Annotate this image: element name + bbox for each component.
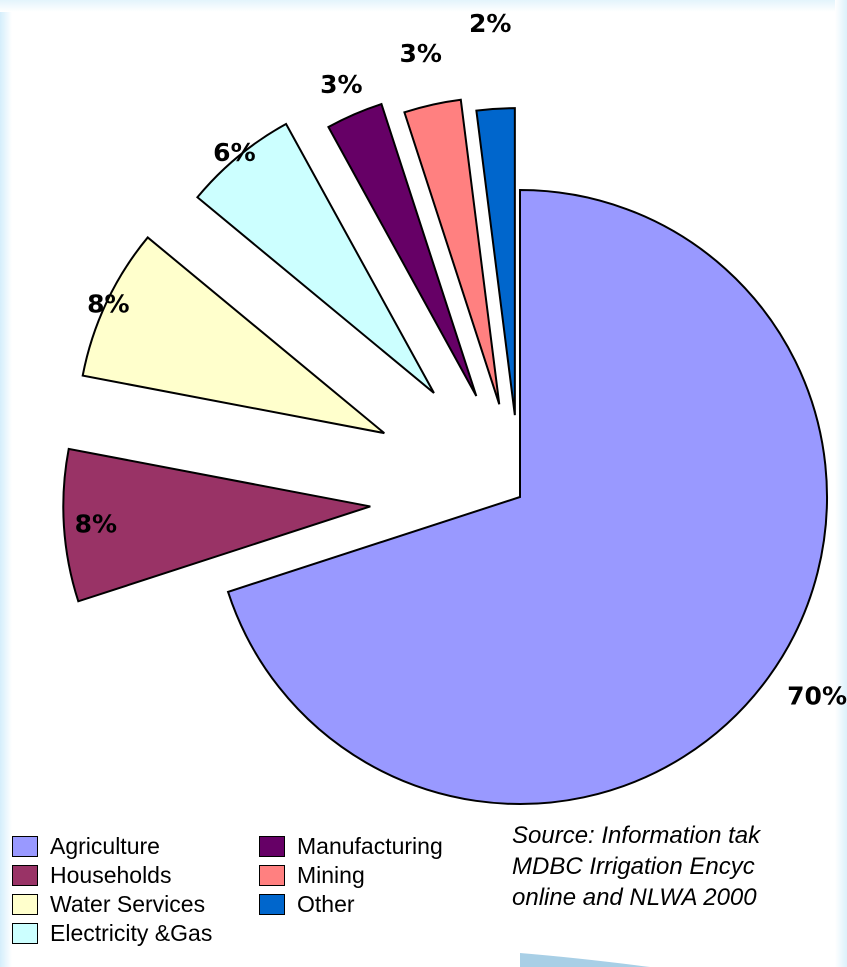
source-line-1: Source: Information tak (512, 822, 761, 849)
pie-slice-mining (403, 98, 501, 405)
pie-slice-manufacturing (327, 102, 478, 397)
legend-label: Agriculture (50, 832, 160, 859)
legend-item-water-services: Water Services (12, 890, 205, 918)
frame-right-edge (835, 0, 847, 967)
legend-item-other: Other (259, 890, 355, 918)
legend-swatch (12, 864, 38, 886)
legend-label: Manufacturing (297, 832, 443, 859)
legend-swatch (259, 835, 285, 857)
legend-swatch (12, 835, 38, 857)
data-label-water-services: 8% (87, 289, 129, 318)
legend-swatch (259, 893, 285, 915)
legend-swatch (259, 864, 285, 886)
pie-chart: 70% 8% 8% 6% 3% 3% 2% (62, 9, 847, 805)
source-note: Source: Information tak MDBC Irrigation … (512, 820, 847, 950)
legend-label: Electricity &Gas (50, 919, 213, 946)
data-label-mining: 3% (399, 39, 441, 68)
pie-data-labels: 70% 8% 8% 6% 3% 3% 2% (75, 9, 847, 711)
decorative-swoosh (520, 953, 650, 967)
source-line-3: online and NLWA 2000 (512, 884, 757, 911)
pie-slice-water-services (81, 236, 385, 435)
legend-label: Mining (297, 861, 365, 888)
data-label-other: 2% (469, 9, 511, 38)
legend-swatch (12, 893, 38, 915)
frame-top-edge (0, 0, 847, 12)
legend-item-households: Households (12, 861, 171, 889)
pie-slice-electricity-gas (195, 122, 435, 394)
frame-left-edge (0, 0, 12, 967)
pie-slices (62, 98, 828, 805)
pie-slice-other (475, 107, 516, 416)
legend-item-agriculture: Agriculture (12, 832, 160, 860)
source-line-2: MDBC Irrigation Encyc (512, 853, 755, 880)
data-label-agriculture: 70% (787, 682, 847, 711)
legend-item-manufacturing: Manufacturing (259, 832, 443, 860)
data-label-households: 8% (75, 510, 117, 539)
legend-label: Households (50, 861, 172, 888)
pie-slice-agriculture (226, 188, 828, 805)
data-label-electricity-gas: 6% (213, 138, 255, 167)
legend-item-electricity-gas: Electricity &Gas (12, 919, 212, 947)
pie-slice-households (62, 447, 371, 603)
legend-label: Water Services (50, 890, 206, 917)
legend-item-mining: Mining (259, 861, 365, 889)
chart-legend: Agriculture Households Water Services Elect… (0, 826, 500, 967)
data-label-manufacturing: 3% (320, 70, 362, 99)
legend-label: Other (297, 890, 355, 917)
legend-swatch (12, 922, 38, 944)
